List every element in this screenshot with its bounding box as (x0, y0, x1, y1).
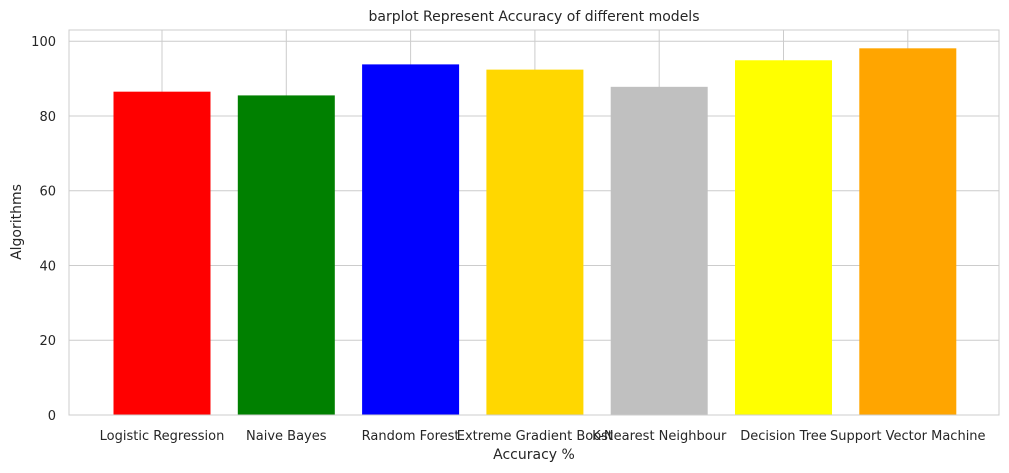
y-tick-label: 80 (39, 110, 56, 125)
y-tick-label: 20 (39, 334, 56, 349)
x-tick-label: Random Forest (362, 429, 460, 444)
x-tick-label: Extreme Gradient Boost (457, 429, 613, 444)
y-tick-label: 40 (39, 259, 56, 274)
bar-extreme-gradient-boost (486, 69, 584, 415)
y-axis-label: Algorithms (9, 184, 25, 260)
x-tick-label: Naive Bayes (246, 429, 327, 444)
y-tick-label: 60 (39, 185, 56, 200)
bar-logistic-regression (113, 91, 211, 416)
bar-support-vector-machine (859, 48, 957, 416)
x-tick-label: K-Nearest Neighbour (592, 429, 727, 444)
bar-naive-bayes (237, 95, 335, 415)
y-tick-label: 0 (48, 409, 56, 424)
x-tick-label: Decision Tree (740, 429, 827, 444)
bar-k-nearest-neighbour (610, 86, 708, 415)
plot-frame (68, 29, 1000, 416)
chart-title: barplot Represent Accuracy of different … (369, 9, 700, 25)
bar-random-forest (362, 64, 460, 415)
y-tick-label: 100 (31, 35, 56, 50)
bars (113, 48, 957, 416)
x-tick-labels: Logistic Regression Naive Bayes Random For… (100, 429, 986, 444)
x-tick-label: Support Vector Machine (830, 429, 986, 444)
x-axis-label: Accuracy % (493, 447, 575, 463)
y-tick-labels: 0 20 40 60 80 100 (31, 35, 56, 424)
bar-decision-tree (735, 60, 832, 415)
x-tick-label: Logistic Regression (100, 429, 225, 444)
